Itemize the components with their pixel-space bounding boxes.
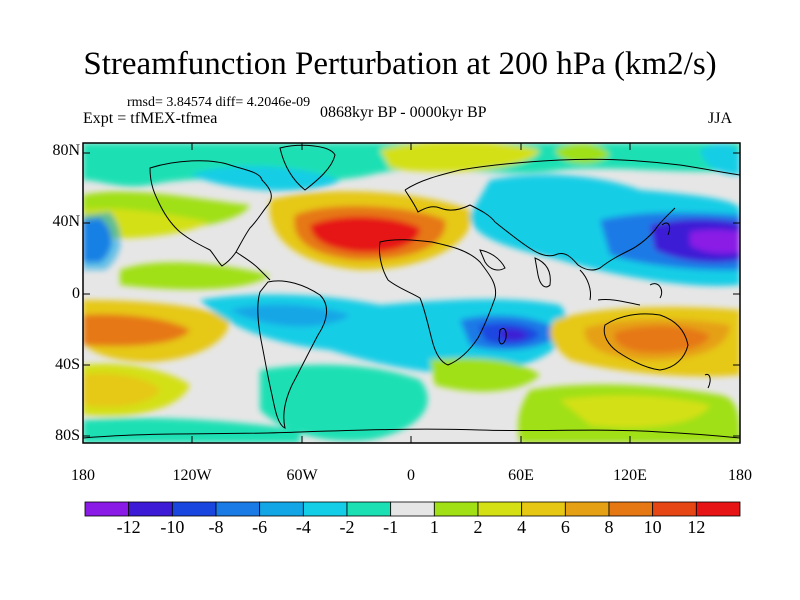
lon-tick-label: 120W bbox=[172, 467, 212, 484]
experiment-label: Expt = tfMEX-tfmea bbox=[83, 110, 218, 127]
colorbar-swatch bbox=[171, 501, 217, 517]
colorbar-swatch bbox=[346, 501, 392, 517]
colorbar-label: 6 bbox=[560, 517, 570, 537]
contour-field bbox=[83, 143, 740, 443]
colorbar-swatch bbox=[390, 501, 435, 517]
colorbar-label: -1 bbox=[383, 517, 399, 537]
colorbar-swatch bbox=[477, 501, 523, 517]
colorbar bbox=[84, 501, 741, 517]
lat-tick-label: 80S bbox=[55, 427, 80, 444]
lon-tick-label: 60E bbox=[508, 467, 534, 484]
lat-tick-label: 40N bbox=[52, 213, 80, 230]
colorbar-swatch bbox=[564, 501, 610, 517]
lat-tick-label: 0 bbox=[72, 285, 80, 302]
colorbar-label: 2 bbox=[473, 517, 483, 537]
colorbar-swatch bbox=[302, 501, 348, 517]
lon-tick-label: 60W bbox=[286, 467, 318, 484]
lon-tick-label: 0 bbox=[407, 467, 415, 484]
axis-ticks bbox=[83, 143, 740, 443]
colorbar-swatch bbox=[652, 501, 697, 517]
lat-tick-label: 40S bbox=[55, 356, 80, 373]
colorbar-swatch bbox=[215, 501, 261, 517]
colorbar-swatch bbox=[259, 501, 304, 517]
lat-tick-label: 80N bbox=[52, 142, 80, 159]
colorbar-swatch bbox=[84, 501, 130, 517]
colorbar-label: -4 bbox=[295, 517, 311, 537]
colorbar-label: 12 bbox=[687, 517, 706, 537]
lon-tick-label: 180 bbox=[728, 467, 752, 484]
colorbar-swatch bbox=[521, 501, 566, 517]
season-label: JJA bbox=[708, 110, 733, 127]
period-label: 0868kyr BP - 0000kyr BP bbox=[320, 104, 487, 121]
colorbar-label: 4 bbox=[517, 517, 527, 537]
colorbar-label: -10 bbox=[160, 517, 185, 537]
colorbar-label: -8 bbox=[208, 517, 224, 537]
lon-tick-label: 120E bbox=[613, 467, 647, 484]
colorbar-label: 1 bbox=[429, 517, 439, 537]
chart-title: Streamfunction Perturbation at 200 hPa (… bbox=[83, 46, 717, 82]
coastlines bbox=[83, 144, 740, 439]
colorbar-label: -6 bbox=[252, 517, 268, 537]
lon-tick-label: 180 bbox=[71, 467, 95, 484]
colorbar-label: 8 bbox=[604, 517, 614, 537]
colorbar-swatch bbox=[128, 501, 173, 517]
colorbar-swatch bbox=[433, 501, 479, 517]
colorbar-swatch bbox=[608, 501, 654, 517]
colorbar-label: -2 bbox=[339, 517, 355, 537]
colorbar-swatch bbox=[695, 501, 741, 517]
colorbar-label: 10 bbox=[643, 517, 662, 537]
stats-label: rmsd= 3.84574 diff= 4.2046e-09 bbox=[127, 95, 311, 110]
colorbar-label: -12 bbox=[116, 517, 141, 537]
